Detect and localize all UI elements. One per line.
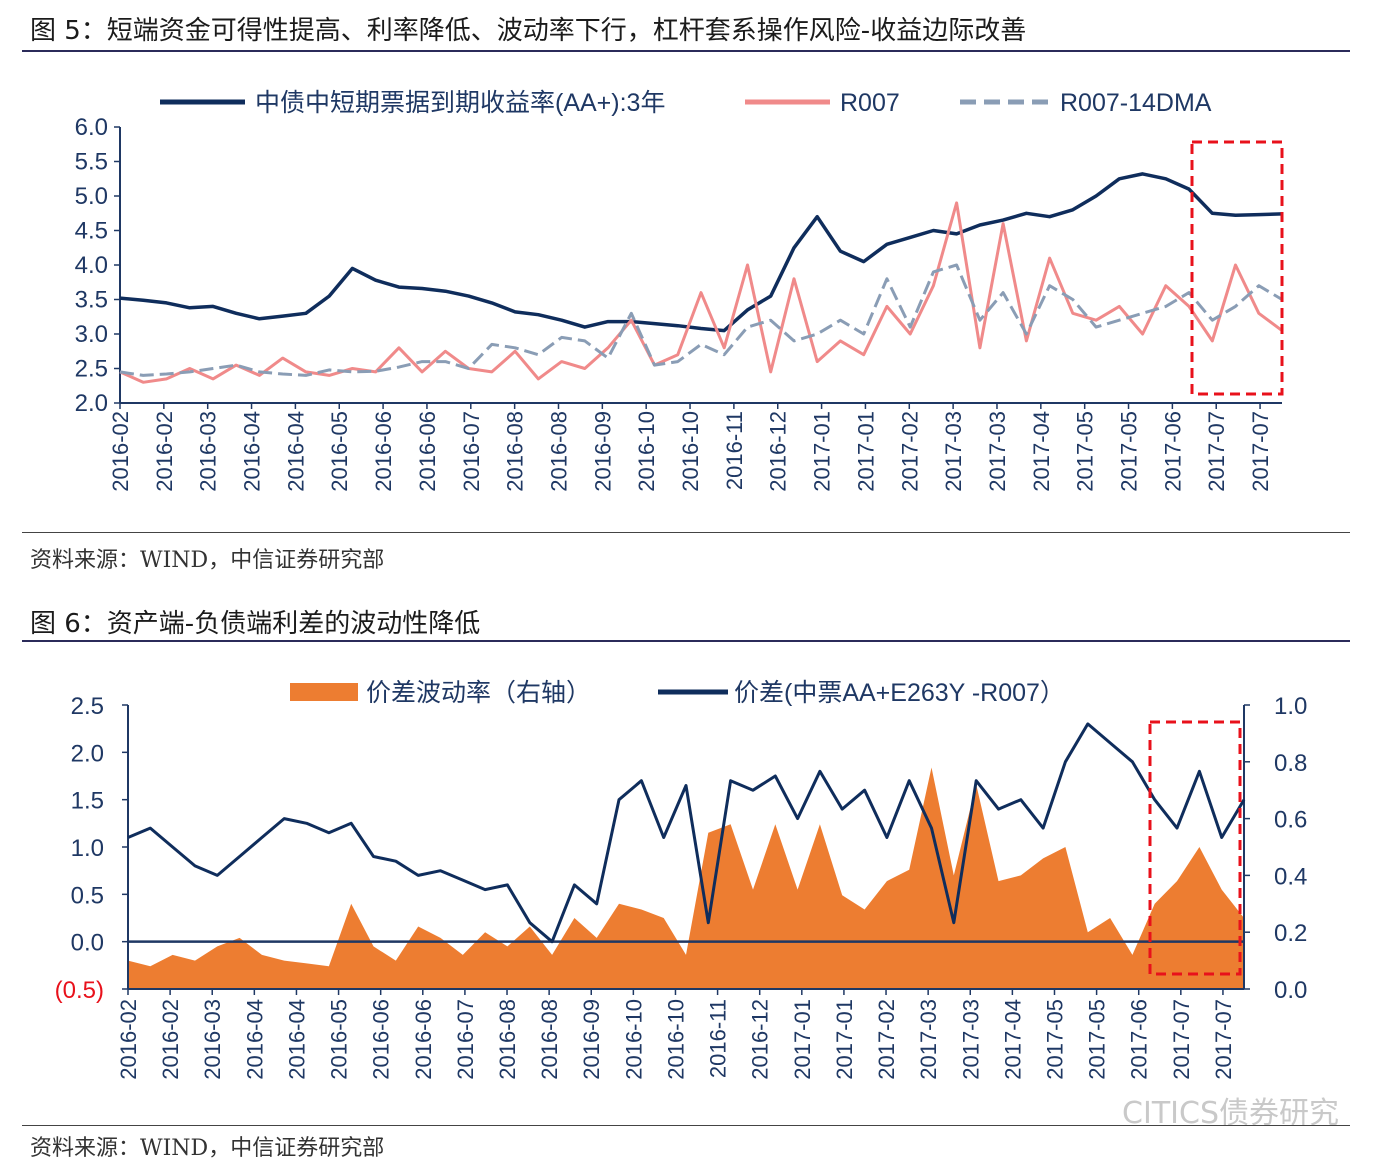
x-tick-label: 2016-06	[415, 411, 440, 492]
x-tick-label: 2016-07	[459, 411, 484, 492]
x-tick-label: 2016-11	[706, 999, 731, 1078]
x-tick-label: 2016-05	[327, 411, 352, 492]
x-tick-label: 2016-06	[369, 999, 394, 1080]
figure5-title-rule	[22, 50, 1350, 52]
x-tick-label: 2017-02	[897, 411, 922, 492]
x-tick-label: 2016-02	[158, 999, 183, 1080]
figure6-title-rule	[22, 640, 1350, 642]
x-tick-label: 2016-08	[503, 411, 528, 492]
series-line-1	[119, 172, 1283, 333]
x-tick-label: 2017-07	[1204, 411, 1229, 492]
x-tick-label: 2016-06	[411, 999, 436, 1080]
left-tick-label: (0.5)	[55, 977, 104, 1004]
legend-label-volatility: 价差波动率（右轴）	[366, 679, 591, 707]
x-tick-label: 2017-04	[1029, 411, 1054, 492]
x-tick-label: 2017-01	[832, 999, 857, 1080]
x-tick-label: 2017-07	[1169, 999, 1194, 1080]
right-tick-label: 0.2	[1274, 920, 1307, 947]
x-tick-label: 2016-10	[621, 999, 646, 1080]
x-tick-label: 2017-02	[874, 999, 899, 1080]
x-tick-label: 2016-12	[766, 411, 791, 492]
series-line-spread	[127, 722, 1246, 944]
x-tick-label: 2016-07	[453, 999, 478, 1080]
x-tick-label: 2016-08	[495, 999, 520, 1080]
x-tick-label: 2017-05	[1042, 999, 1067, 1080]
y-tick-label: 5.0	[75, 183, 108, 210]
legend-label-2: R007	[840, 89, 900, 117]
y-tick-label: 3.0	[75, 321, 108, 348]
x-tick-label: 2016-04	[284, 999, 309, 1080]
figure5-chart: 2.0 2.5 3.0 3.5 4.0 4.5 5.0 5.5 6.0 2016-02 2016-0…	[75, 89, 1284, 492]
x-tick-label: 2016-11	[722, 411, 747, 490]
series-line-3	[119, 263, 1283, 377]
y-tick-label: 3.5	[75, 287, 108, 314]
left-tick-label: 0.0	[71, 930, 104, 957]
x-tick-label: 2016-08	[537, 999, 562, 1080]
x-tick-label: 2017-03	[916, 999, 941, 1080]
y-tick-label: 4.5	[75, 218, 108, 245]
figure6-source: 资料来源：WIND，中信证券研究部	[30, 1136, 385, 1161]
x-tick-label: 2016-03	[200, 999, 225, 1080]
x-tick-label: 2017-07	[1211, 999, 1236, 1080]
x-tick-label: 2016-02	[152, 411, 177, 492]
x-tick-label: 2016-04	[242, 999, 267, 1080]
x-tick-label: 2017-03	[985, 411, 1010, 492]
left-tick-label: 2.0	[71, 740, 104, 767]
x-tick-label: 2016-09	[579, 999, 604, 1080]
figure6-bottom-rule	[22, 1125, 1350, 1126]
right-tick-label: 0.0	[1274, 977, 1307, 1004]
legend-label-spread: 价差(中票AA+E263Y -R007）	[734, 679, 1065, 707]
highlight-box	[1148, 720, 1242, 976]
right-tick-label: 0.4	[1274, 863, 1307, 890]
left-tick-label: 1.0	[71, 835, 104, 862]
left-tick-label: 0.5	[71, 882, 104, 909]
legend-swatch-volatility	[290, 683, 358, 701]
x-tick-label: 2017-05	[1117, 411, 1142, 492]
x-tick-label: 2016-10	[663, 999, 688, 1080]
x-tick-label: 2017-01	[810, 411, 835, 492]
legend-label-1: 中债中短期票据到期收益率(AA+):3年	[255, 89, 665, 117]
x-tick-label: 2017-06	[1127, 999, 1152, 1080]
x-tick-label: 2016-10	[678, 411, 703, 492]
x-tick-label: 2017-05	[1085, 999, 1110, 1080]
x-tick-label: 2017-06	[1160, 411, 1185, 492]
x-tick-label: 2017-03	[958, 999, 983, 1080]
x-tick-label: 2016-04	[240, 411, 265, 492]
y-tick-label: 4.0	[75, 252, 108, 279]
right-tick-label: 0.8	[1274, 750, 1307, 777]
x-tick-label: 2016-05	[327, 999, 352, 1080]
left-tick-label: 2.5	[71, 693, 104, 720]
right-tick-label: 0.6	[1274, 807, 1307, 834]
x-tick-label: 2017-03	[941, 411, 966, 492]
series-line-2	[119, 201, 1283, 384]
legend-label-3: R007-14DMA	[1060, 89, 1212, 117]
x-tick-label: 2016-06	[371, 411, 396, 492]
x-tick-label: 2016-09	[590, 411, 615, 492]
x-tick-label: 2017-04	[1000, 999, 1025, 1080]
x-tick-label: 2016-02	[116, 999, 141, 1080]
x-tick-label: 2017-05	[1073, 411, 1098, 492]
right-tick-label: 1.0	[1274, 693, 1307, 720]
highlight-box	[1190, 140, 1284, 396]
x-tick-label: 2016-03	[196, 411, 221, 492]
x-tick-label: 2017-07	[1248, 411, 1273, 492]
series-area-volatility	[128, 767, 1244, 989]
x-tick-label: 2017-01	[853, 411, 878, 492]
y-tick-label: 2.5	[75, 356, 108, 383]
left-tick-label: 1.5	[71, 788, 104, 815]
x-tick-label: 2016-10	[634, 411, 659, 492]
figure5-title: 图 5：短端资金可得性提高、利率降低、波动率下行，杠杆套系操作风险-收益边际改善	[30, 16, 1027, 46]
y-tick-label: 2.0	[75, 390, 108, 417]
x-tick-label: 2016-02	[108, 411, 133, 492]
x-tick-label: 2016-04	[283, 411, 308, 492]
x-tick-label: 2017-01	[790, 999, 815, 1080]
x-tick-label: 2016-08	[546, 411, 571, 492]
figure5-source: 资料来源：WIND，中信证券研究部	[30, 548, 385, 573]
y-tick-label: 6.0	[75, 114, 108, 141]
figure5-bottom-rule	[22, 532, 1350, 533]
figure6-title: 图 6：资产端-负债端利差的波动性降低	[30, 609, 481, 639]
y-tick-label: 5.5	[75, 149, 108, 176]
x-tick-label: 2016-12	[748, 999, 773, 1080]
